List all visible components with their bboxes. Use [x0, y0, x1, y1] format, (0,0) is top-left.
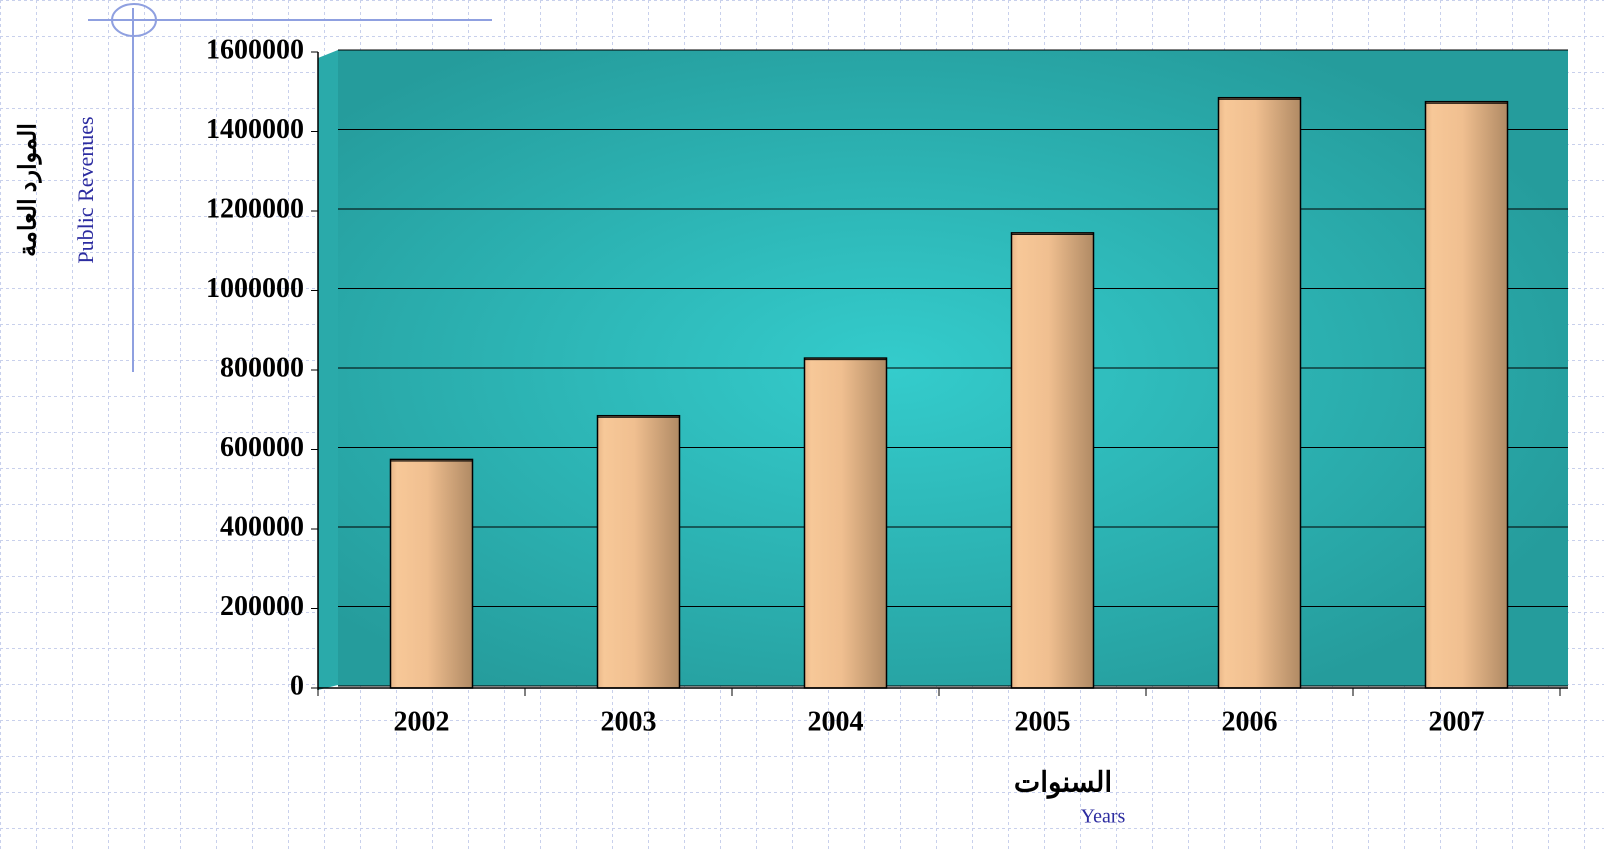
y-tick-label: 200000 [220, 591, 304, 622]
side-wall [318, 50, 338, 690]
decoration [88, 3, 492, 372]
y-tick-label: 1200000 [206, 193, 304, 224]
y-tick-label: 1000000 [206, 273, 304, 304]
y-tick-label: 1600000 [206, 34, 304, 65]
bar [803, 357, 888, 689]
y-tick-label: 400000 [220, 511, 304, 542]
bar [389, 458, 474, 689]
x-axis-title-en: Years [1081, 806, 1126, 828]
x-tick-label: 2006 [1222, 706, 1278, 737]
y-tick-label: 1400000 [206, 114, 304, 145]
x-tick-label: 2004 [808, 706, 864, 737]
x-tick-label: 2007 [1429, 706, 1485, 737]
bar [1424, 100, 1509, 689]
x-tick-label: 2002 [394, 706, 450, 737]
x-axis-title: السنوات [1014, 767, 1112, 799]
bar [596, 414, 681, 689]
y-axis-title: الموارد العامة [16, 123, 43, 257]
bar [1217, 96, 1302, 689]
y-axis-title-en: Public Revenues [73, 116, 98, 263]
bar [1010, 232, 1095, 689]
x-tick-label: 2003 [601, 706, 657, 737]
x-tick-label: 2005 [1015, 706, 1071, 737]
y-tick-label: 0 [290, 670, 304, 701]
y-tick-label: 800000 [220, 352, 304, 383]
y-tick-label: 600000 [220, 432, 304, 463]
